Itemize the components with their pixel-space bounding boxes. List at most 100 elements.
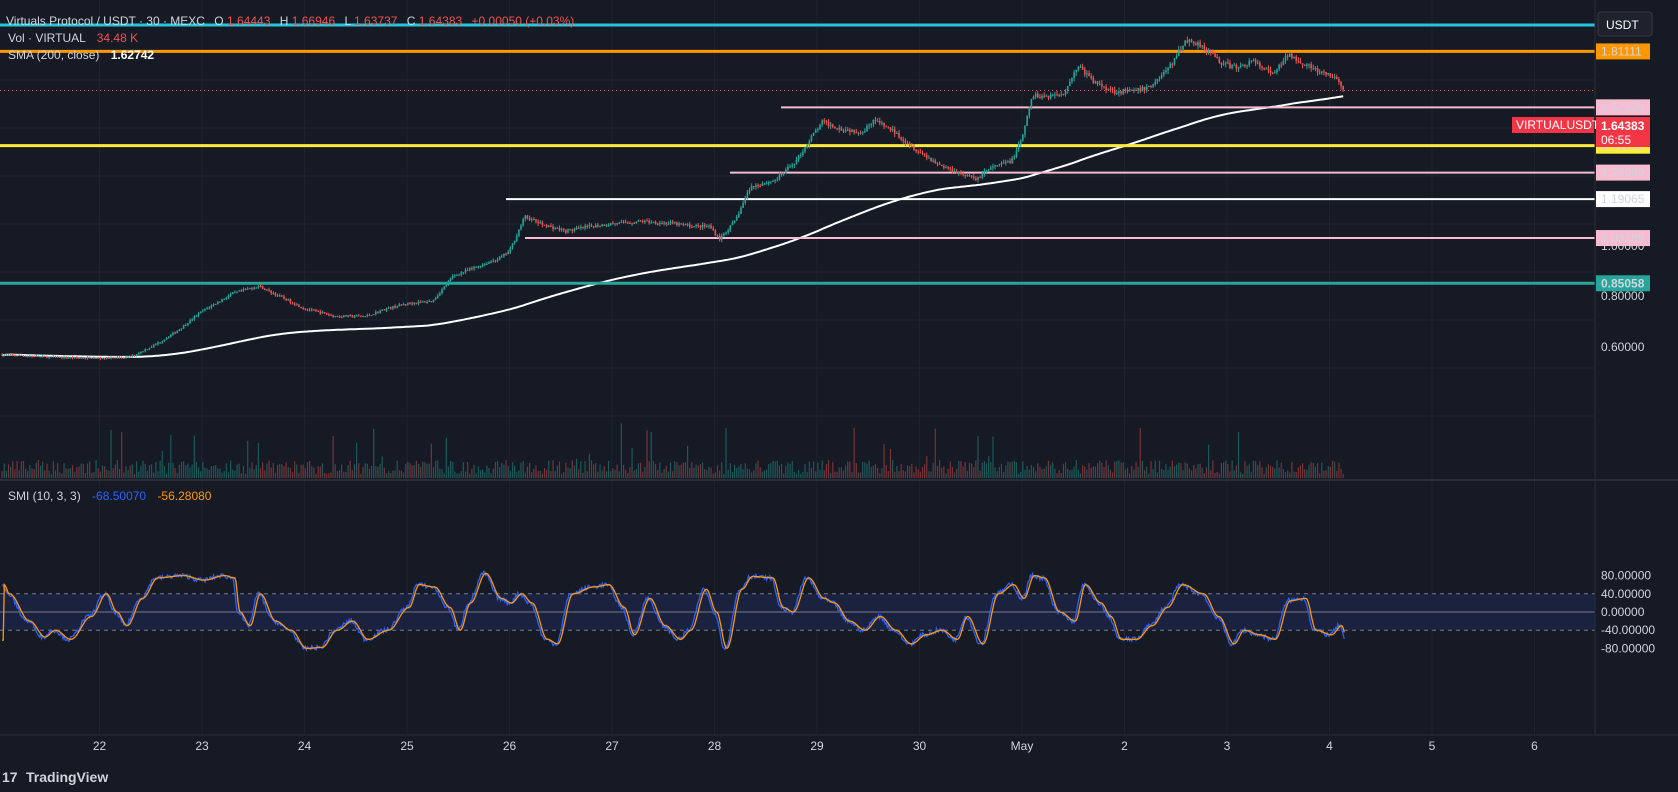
smi-line-orange[interactable] xyxy=(2,572,1345,650)
candle-body xyxy=(1197,42,1199,46)
volume-bar xyxy=(1248,464,1250,478)
candle-body xyxy=(456,274,458,276)
volume-label[interactable]: Vol · VIRTUAL xyxy=(8,31,86,45)
smi-label[interactable]: SMI (10, 3, 3) xyxy=(8,489,81,503)
tradingview-logo-icon[interactable]: 17 xyxy=(2,769,18,785)
candle-body xyxy=(1227,62,1229,64)
volume-bar xyxy=(1173,466,1176,478)
candle-body xyxy=(1124,89,1127,91)
candle-body xyxy=(921,152,924,154)
candle-body xyxy=(688,224,691,227)
candle-body xyxy=(434,298,437,300)
candle-body xyxy=(1060,94,1063,96)
candle-body xyxy=(50,356,53,358)
smi-value-2: -56.28080 xyxy=(157,489,211,503)
level-tag-1.29969[interactable]: 1.29969 xyxy=(1596,164,1650,181)
volume-bar xyxy=(766,469,768,478)
sma-200-line[interactable] xyxy=(1,95,1344,358)
volume-bar xyxy=(868,460,870,478)
candle-body xyxy=(676,222,678,226)
candle-body xyxy=(582,226,584,229)
candle-body xyxy=(744,198,747,203)
volume-bar xyxy=(22,461,25,478)
volume-bar xyxy=(1255,461,1257,478)
volume-bar xyxy=(757,460,759,478)
level-tag-text: 1.03208 xyxy=(1601,231,1645,245)
volume-bar xyxy=(61,473,63,478)
candle-body xyxy=(1098,83,1101,85)
candle-body xyxy=(212,304,215,306)
currency-button[interactable]: USDT xyxy=(1597,11,1653,37)
level-tag-1.19065[interactable]: 1.19065 xyxy=(1596,191,1650,208)
candle-body xyxy=(966,175,969,177)
volume-bar xyxy=(904,471,907,478)
volume-bar xyxy=(456,473,458,478)
volume-bar xyxy=(253,469,255,478)
volume-bar xyxy=(1126,467,1129,478)
candle-body xyxy=(558,227,561,231)
legend: Virtuals Protocol / USDT · 30 · MEXC O 1… xyxy=(6,14,574,503)
level-tag-1.03208[interactable]: 1.03208 xyxy=(1596,230,1650,247)
level-tag-text: 0.85058 xyxy=(1601,276,1645,290)
volume-bar xyxy=(716,465,719,478)
volume-bar xyxy=(1103,467,1105,478)
time-axis[interactable]: 22 23 24 25 26 27 28 29 30 May 2 3 4 5 6 xyxy=(93,739,1538,753)
volume-bar xyxy=(330,472,332,478)
volume-bar xyxy=(738,466,740,478)
candle-body xyxy=(91,357,93,359)
level-tag-1.57229[interactable]: 1.57229 xyxy=(1596,99,1650,116)
volume-bar xyxy=(881,468,883,478)
volume-bar xyxy=(1101,462,1103,478)
volume-bar xyxy=(802,471,804,478)
volume-bar xyxy=(680,464,682,478)
candle-body xyxy=(1222,63,1225,65)
candle-body xyxy=(603,224,606,226)
candle-body xyxy=(1107,89,1110,91)
candle-body xyxy=(366,315,369,317)
volume-bar xyxy=(202,462,204,478)
candle-body xyxy=(105,357,108,359)
candle-body xyxy=(310,309,313,311)
candle-body xyxy=(810,135,813,142)
level-tag-text: 1.19065 xyxy=(1601,192,1645,206)
candle-body xyxy=(389,307,392,309)
candle-body xyxy=(887,126,890,128)
volume-bar xyxy=(426,463,428,478)
time-tick-label: 25 xyxy=(400,739,414,753)
volume-bar xyxy=(405,463,407,478)
level-tag-1.81111[interactable]: 1.81111 xyxy=(1596,43,1650,60)
volume-bar xyxy=(138,471,140,478)
candle-body xyxy=(524,215,527,219)
symbol-title[interactable]: Virtuals Protocol / USDT · 30 · MEXC xyxy=(6,14,205,28)
volume-bar xyxy=(1342,473,1344,478)
volume-bar xyxy=(622,465,625,478)
volume-bar xyxy=(817,462,819,478)
horizontal-levels[interactable] xyxy=(0,23,1595,285)
candle-body xyxy=(1062,94,1065,96)
volume-bar xyxy=(1304,469,1306,478)
volume-bar xyxy=(334,464,336,478)
volume-bar xyxy=(364,463,366,478)
candle-body xyxy=(1282,60,1285,66)
candle-body xyxy=(522,218,524,226)
candle-body xyxy=(908,143,911,146)
volume-bar xyxy=(289,467,292,478)
candle-body xyxy=(646,220,648,222)
candle-body xyxy=(155,344,157,346)
volume-bar xyxy=(729,463,731,478)
candle-body xyxy=(462,272,465,274)
volume-bar xyxy=(1169,466,1171,478)
candle-body xyxy=(1321,71,1323,73)
candle-body xyxy=(853,129,855,133)
sma-label[interactable]: SMA (200, close) xyxy=(8,48,99,62)
smi-line-blue[interactable] xyxy=(1,570,1345,652)
candle-body xyxy=(97,357,100,359)
candle-body xyxy=(695,225,697,227)
volume-bar xyxy=(341,464,343,478)
level-tag-0.85058[interactable]: 0.85058 xyxy=(1596,275,1650,292)
volume-bar xyxy=(1240,472,1242,478)
tradingview-brand[interactable]: TradingView xyxy=(26,769,108,785)
volume-bar xyxy=(1017,473,1020,478)
candle-body xyxy=(902,139,905,141)
